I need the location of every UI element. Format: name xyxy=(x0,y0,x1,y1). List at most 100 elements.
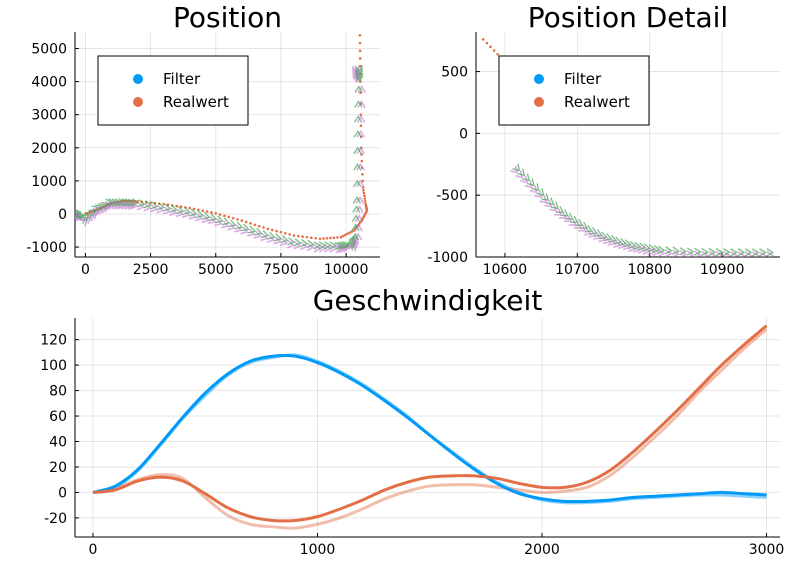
realwert-point xyxy=(305,235,309,239)
x-tick-label: 10700 xyxy=(555,262,600,278)
realwert-point xyxy=(363,194,366,198)
realwert-point xyxy=(162,202,165,206)
y-tick-label: 5000 xyxy=(31,42,67,58)
filter-arrow-purple xyxy=(220,220,230,229)
filter-arrow-purple xyxy=(356,129,366,138)
filter-arrow-purple xyxy=(111,201,120,210)
realwert-point xyxy=(322,237,325,240)
filter-arrow-green xyxy=(751,248,760,257)
filter-arrow-purple xyxy=(352,75,361,84)
filter-arrow-green xyxy=(352,196,362,204)
realwert-point xyxy=(363,200,367,203)
realwert-point xyxy=(360,159,364,163)
filter-arrow-green xyxy=(355,75,364,83)
realwert-point xyxy=(218,213,222,216)
filter-arrow-purple xyxy=(515,170,524,179)
filter-arrow-green xyxy=(517,168,526,177)
x-tick-label: 2500 xyxy=(133,262,169,278)
filter-arrow-purple xyxy=(355,195,365,204)
realwert-point xyxy=(249,222,252,225)
realwert-point xyxy=(275,229,278,233)
x-tick-label: 0 xyxy=(81,262,90,278)
realwert-point xyxy=(253,223,257,227)
filter-arrow-purple xyxy=(353,232,363,241)
filter-arrow-green xyxy=(228,219,237,228)
filter-arrow-purple xyxy=(114,201,124,210)
filter-arrow-green xyxy=(737,248,746,257)
filter-arrow-purple xyxy=(354,204,364,214)
legend-marker-filter xyxy=(133,74,143,84)
filter-arrow-purple xyxy=(356,162,365,171)
realwert-point xyxy=(270,228,274,232)
filter-arrow-green xyxy=(156,202,165,211)
x-tick-label: 10900 xyxy=(700,262,745,278)
realwert-point xyxy=(325,236,329,240)
realwert-point xyxy=(223,214,226,218)
filter-arrow-purple xyxy=(529,185,538,194)
y-tick-label: 2000 xyxy=(31,141,67,157)
filter-arrow-purple xyxy=(356,146,365,155)
realwert-point xyxy=(358,34,362,37)
realwert-point xyxy=(214,212,218,215)
filter-arrow-green xyxy=(730,248,738,257)
filter-arrow-purple xyxy=(730,250,739,257)
filter-arrow-purple xyxy=(578,224,587,232)
realwert-point xyxy=(192,207,196,211)
y-tick-label: -20 xyxy=(44,511,67,527)
filter-arrow-purple xyxy=(124,201,133,210)
y-tick-label: 120 xyxy=(40,333,67,349)
y-tick-label: 100 xyxy=(40,358,67,374)
filter-arrow-purple xyxy=(701,250,710,257)
filter-arrow-green xyxy=(531,183,540,192)
filter-arrow-purple xyxy=(75,213,84,222)
filter-arrow-green xyxy=(274,233,283,242)
filter-arrow-green xyxy=(354,100,363,108)
filter-arrow-green xyxy=(254,227,263,236)
realwert-point xyxy=(361,179,365,183)
legend-label-realwert: Realwert xyxy=(163,93,229,111)
filter-arrow-purple xyxy=(356,99,366,109)
filter-arrow-purple xyxy=(534,190,543,199)
filter-arrow-purple xyxy=(524,180,533,189)
filter-arrow-green xyxy=(722,248,731,257)
realwert-point xyxy=(179,205,183,209)
filter-arrow-green xyxy=(261,230,270,239)
realwert-point xyxy=(175,204,178,208)
filter-arrow-purple xyxy=(207,215,217,225)
filter-arrow-purple xyxy=(356,114,366,123)
filter-arrow-green xyxy=(137,199,146,208)
filter-arrow-green xyxy=(352,205,361,214)
filter-arrow-purple xyxy=(349,238,359,247)
filter-arrow-purple xyxy=(273,236,282,245)
realwert-point xyxy=(341,234,345,238)
filter-arrow-purple xyxy=(715,250,724,257)
y-tick-label: -1000 xyxy=(26,240,67,256)
filter-arrow-purple xyxy=(169,207,178,217)
filter-arrow-green xyxy=(686,247,695,256)
filter-arrow-purple xyxy=(136,201,146,211)
filter-arrow-green xyxy=(169,204,178,213)
filter-arrow-green xyxy=(353,146,362,155)
realwert-point xyxy=(266,227,270,231)
filter-arrow-green xyxy=(526,178,535,187)
filter-arrow-green xyxy=(351,223,360,232)
filter-arrow-green xyxy=(353,163,362,171)
filter-arrow-purple xyxy=(299,241,309,251)
series-line-realwert-raw xyxy=(92,328,768,530)
filter-arrow-green xyxy=(536,188,545,197)
filter-arrow-purple xyxy=(722,250,732,257)
realwert-point xyxy=(336,236,339,239)
x-tick-label: 10800 xyxy=(627,262,672,278)
realwert-point xyxy=(485,41,489,45)
filter-arrow-green xyxy=(300,238,309,248)
realwert-point xyxy=(358,49,362,53)
filter-arrow-green xyxy=(247,225,257,234)
filter-arrow-purple xyxy=(162,206,172,215)
realwert-point xyxy=(310,236,313,239)
filter-arrow-purple xyxy=(544,199,553,208)
filter-arrow-green xyxy=(657,245,666,255)
realwert-point xyxy=(332,236,336,239)
filter-arrow-green xyxy=(347,237,356,246)
filter-arrow-green xyxy=(354,85,363,93)
realwert-point xyxy=(348,231,351,235)
